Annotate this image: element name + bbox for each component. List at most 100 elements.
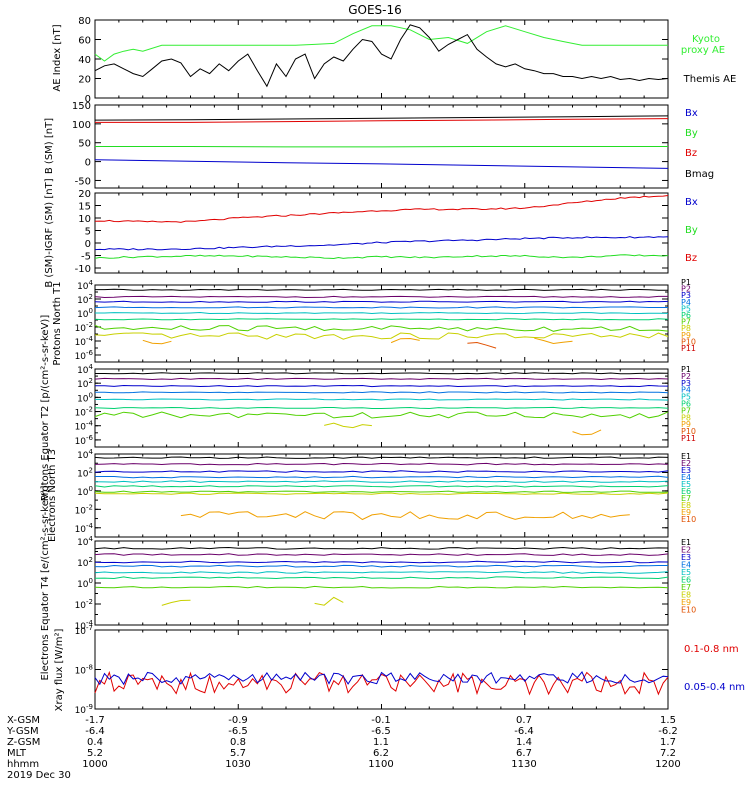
channel-line-E1 bbox=[94, 546, 669, 550]
xray-series-1 bbox=[94, 671, 669, 686]
channel-line-P4 bbox=[95, 391, 669, 394]
y-tick-label: 5 bbox=[85, 227, 91, 238]
footer-value: -6.4 bbox=[514, 726, 534, 737]
footer-value: 1100 bbox=[368, 759, 393, 770]
footer-value: 0.4 bbox=[87, 737, 103, 748]
legend-b-sm-2: Bz bbox=[685, 148, 697, 159]
legend-E2: E2 bbox=[681, 459, 691, 468]
footer-value: 6.2 bbox=[373, 748, 389, 759]
legend-E4: E4 bbox=[681, 561, 691, 570]
panel-frame-6 bbox=[94, 540, 669, 626]
b-igrf-series-1 bbox=[94, 254, 669, 260]
b-sm-series-2 bbox=[95, 118, 669, 123]
ae-series-line-0 bbox=[94, 25, 668, 62]
channel-line-E8 bbox=[314, 596, 344, 606]
y-tick-label: 10-2 bbox=[75, 598, 93, 611]
channel-line-P4 bbox=[94, 306, 668, 309]
legend-b-igrf-0: Bx bbox=[685, 197, 698, 208]
footer-value: 1200 bbox=[655, 759, 680, 770]
channel-line-E3 bbox=[94, 560, 669, 564]
panel-log-4: Protons Equator T2 [p/(cm²-s-sr-keV)] 104… bbox=[40, 315, 696, 502]
panel-b-sm: B (SM) [nT] -50 0 50 100 150 Bx By Bz Bmag bbox=[44, 101, 714, 189]
legend-b-igrf-2: Bz bbox=[685, 253, 697, 264]
chart-title: GOES-16 bbox=[348, 3, 402, 17]
footer-ephemeris: X-GSM -1.7 -0.9 -0.1 0.7 1.5 Y-GSM -6.4 -6.5 -6.5… bbox=[6, 715, 681, 781]
legend-E7: E7 bbox=[681, 494, 691, 503]
panel-frame-7 bbox=[94, 629, 669, 710]
y-tick-label: 102 bbox=[77, 556, 93, 569]
legend-E3: E3 bbox=[681, 466, 691, 475]
footer-value: 6.7 bbox=[516, 748, 532, 759]
channel-line-P7 bbox=[94, 324, 669, 332]
footer-value: -1.7 bbox=[85, 715, 105, 726]
y-tick-label: 10-2 bbox=[75, 503, 93, 516]
footer-value: -6.4 bbox=[85, 726, 105, 737]
legend-b-sm-0: Bx bbox=[685, 108, 698, 119]
b-sm-series-3 bbox=[94, 115, 669, 121]
channel-line-E7 bbox=[94, 585, 669, 589]
legend-P4: P4 bbox=[681, 298, 691, 307]
y-tick-label: 80 bbox=[78, 16, 91, 27]
y-tick-label: 102 bbox=[77, 466, 93, 479]
footer-value: 1.5 bbox=[660, 715, 676, 726]
legend-E1: E1 bbox=[681, 538, 691, 547]
channel-line-P1 bbox=[95, 372, 669, 375]
panel-frame-2 bbox=[94, 192, 669, 274]
y-tick-label: 0 bbox=[85, 158, 91, 169]
y-tick-label: 10-2 bbox=[75, 406, 93, 419]
y-tick-label: 100 bbox=[77, 307, 93, 320]
panel-frame-5 bbox=[94, 453, 669, 538]
panel-3-ylabel: Protons North T1 bbox=[52, 281, 63, 365]
y-tick-label: 15 bbox=[78, 202, 91, 213]
channel-line-E9 bbox=[180, 511, 630, 521]
panel-xray: Xray flux [W/m²] 10-7 10-8 10-9 0.1-0.8 nm 0.… bbox=[54, 624, 745, 716]
channel-line-P5 bbox=[95, 311, 669, 315]
legend-P3: P3 bbox=[681, 379, 691, 388]
legend-b-igrf-1: By bbox=[685, 225, 698, 236]
ae-series-line-1 bbox=[94, 24, 669, 88]
legend-themis-ae: Themis AE bbox=[683, 74, 737, 85]
y-tick-label: 10-4 bbox=[75, 335, 94, 348]
y-tick-label: -50 bbox=[75, 176, 91, 187]
footer-value: 5.2 bbox=[87, 748, 103, 759]
channel-line-P6 bbox=[94, 318, 669, 321]
legend-E1: E1 bbox=[681, 452, 691, 461]
channel-line-P9 bbox=[390, 337, 420, 344]
panel-frame-0 bbox=[94, 19, 669, 99]
panel-7-ylabel: Xray flux [W/m²] bbox=[54, 629, 65, 712]
legend-P11: P11 bbox=[681, 434, 696, 443]
legend-E3: E3 bbox=[681, 553, 691, 562]
footer-row-label: X-GSM bbox=[7, 715, 40, 726]
channel-line-P6 bbox=[94, 406, 669, 410]
y-tick-label: 40 bbox=[78, 55, 91, 66]
footer-value: 1.7 bbox=[660, 737, 676, 748]
channel-line-P3 bbox=[94, 300, 669, 303]
channel-line-P9 bbox=[534, 337, 573, 345]
channel-line-E4 bbox=[94, 564, 668, 568]
y-tick-label: 10-9 bbox=[75, 703, 93, 716]
legend-kyoto-proxy-ae: Kyoto bbox=[692, 34, 720, 45]
xray-series-0 bbox=[94, 670, 669, 696]
footer-value: -6.2 bbox=[658, 726, 678, 737]
legend-E10: E10 bbox=[681, 606, 696, 615]
y-tick-label: 0 bbox=[85, 94, 91, 105]
legend-P7: P7 bbox=[681, 318, 691, 327]
footer-value: -0.1 bbox=[371, 715, 391, 726]
channel-line-E4 bbox=[95, 475, 669, 479]
legend-P8: P8 bbox=[681, 324, 691, 333]
channel-line-E3 bbox=[94, 470, 669, 473]
channel-line-E8 bbox=[94, 492, 669, 495]
legend-P1: P1 bbox=[681, 278, 691, 287]
legend-P1: P1 bbox=[681, 365, 691, 374]
y-tick-label: 10-4 bbox=[75, 619, 94, 632]
y-tick-label: 10-2 bbox=[75, 321, 93, 334]
footer-value: 1030 bbox=[225, 759, 250, 770]
channel-line-P7 bbox=[94, 411, 669, 419]
y-tick-label: 10-6 bbox=[75, 434, 94, 447]
b-sm-series-0 bbox=[94, 159, 669, 169]
y-tick-label: 10-4 bbox=[75, 420, 94, 433]
footer-value: -0.9 bbox=[228, 715, 248, 726]
legend-P11: P11 bbox=[681, 344, 696, 353]
